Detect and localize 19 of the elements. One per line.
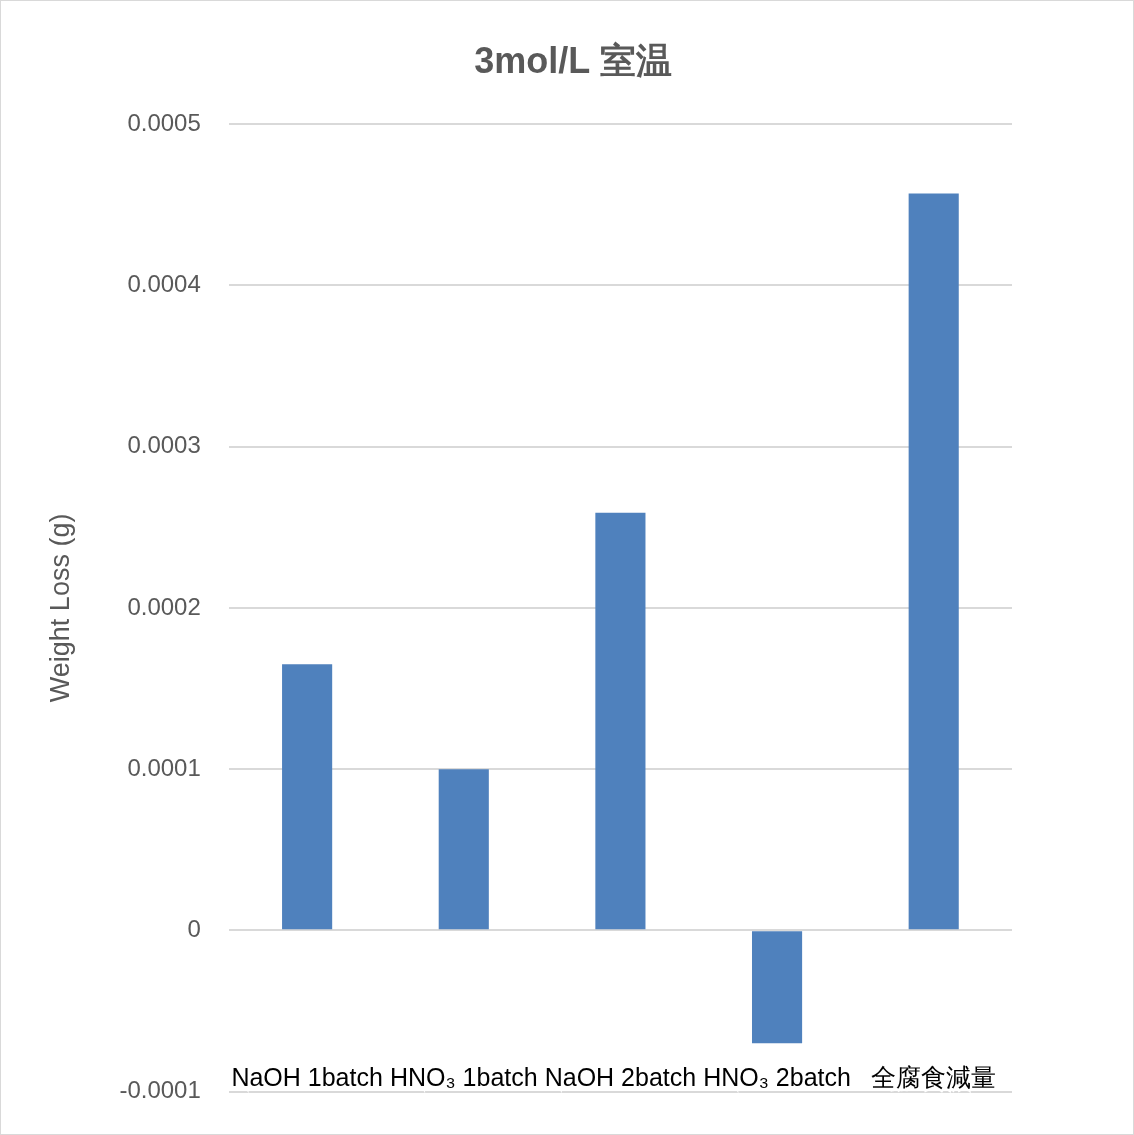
bar <box>595 512 646 930</box>
y-tick-label: 0.0002 <box>127 592 201 620</box>
y-tick-label: 0.0005 <box>127 108 201 136</box>
bar <box>908 193 959 930</box>
bar <box>282 664 333 930</box>
bar <box>438 769 489 930</box>
y-tick-label: 0.0003 <box>127 431 201 459</box>
y-tick-label: -0.0001 <box>119 1076 201 1104</box>
chart-title: 3mol/L 室温 <box>474 39 672 81</box>
bar <box>751 931 803 1044</box>
y-tick-label: 0.0001 <box>127 753 201 781</box>
x-tick-label: NaOH 2batch <box>544 1063 697 1092</box>
y-tick-label: 0 <box>187 914 201 942</box>
x-tick-label: NaOH 1batch <box>231 1063 383 1092</box>
y-axis-title: Weight Loss (g) <box>44 513 75 703</box>
x-tick-label: HNO₃ 1batch <box>389 1063 538 1092</box>
x-tick-label: 全腐食減量 <box>871 1063 997 1092</box>
y-tick-label: 0.0004 <box>127 270 201 298</box>
x-tick-label: HNO₃ 2batch <box>703 1063 851 1092</box>
